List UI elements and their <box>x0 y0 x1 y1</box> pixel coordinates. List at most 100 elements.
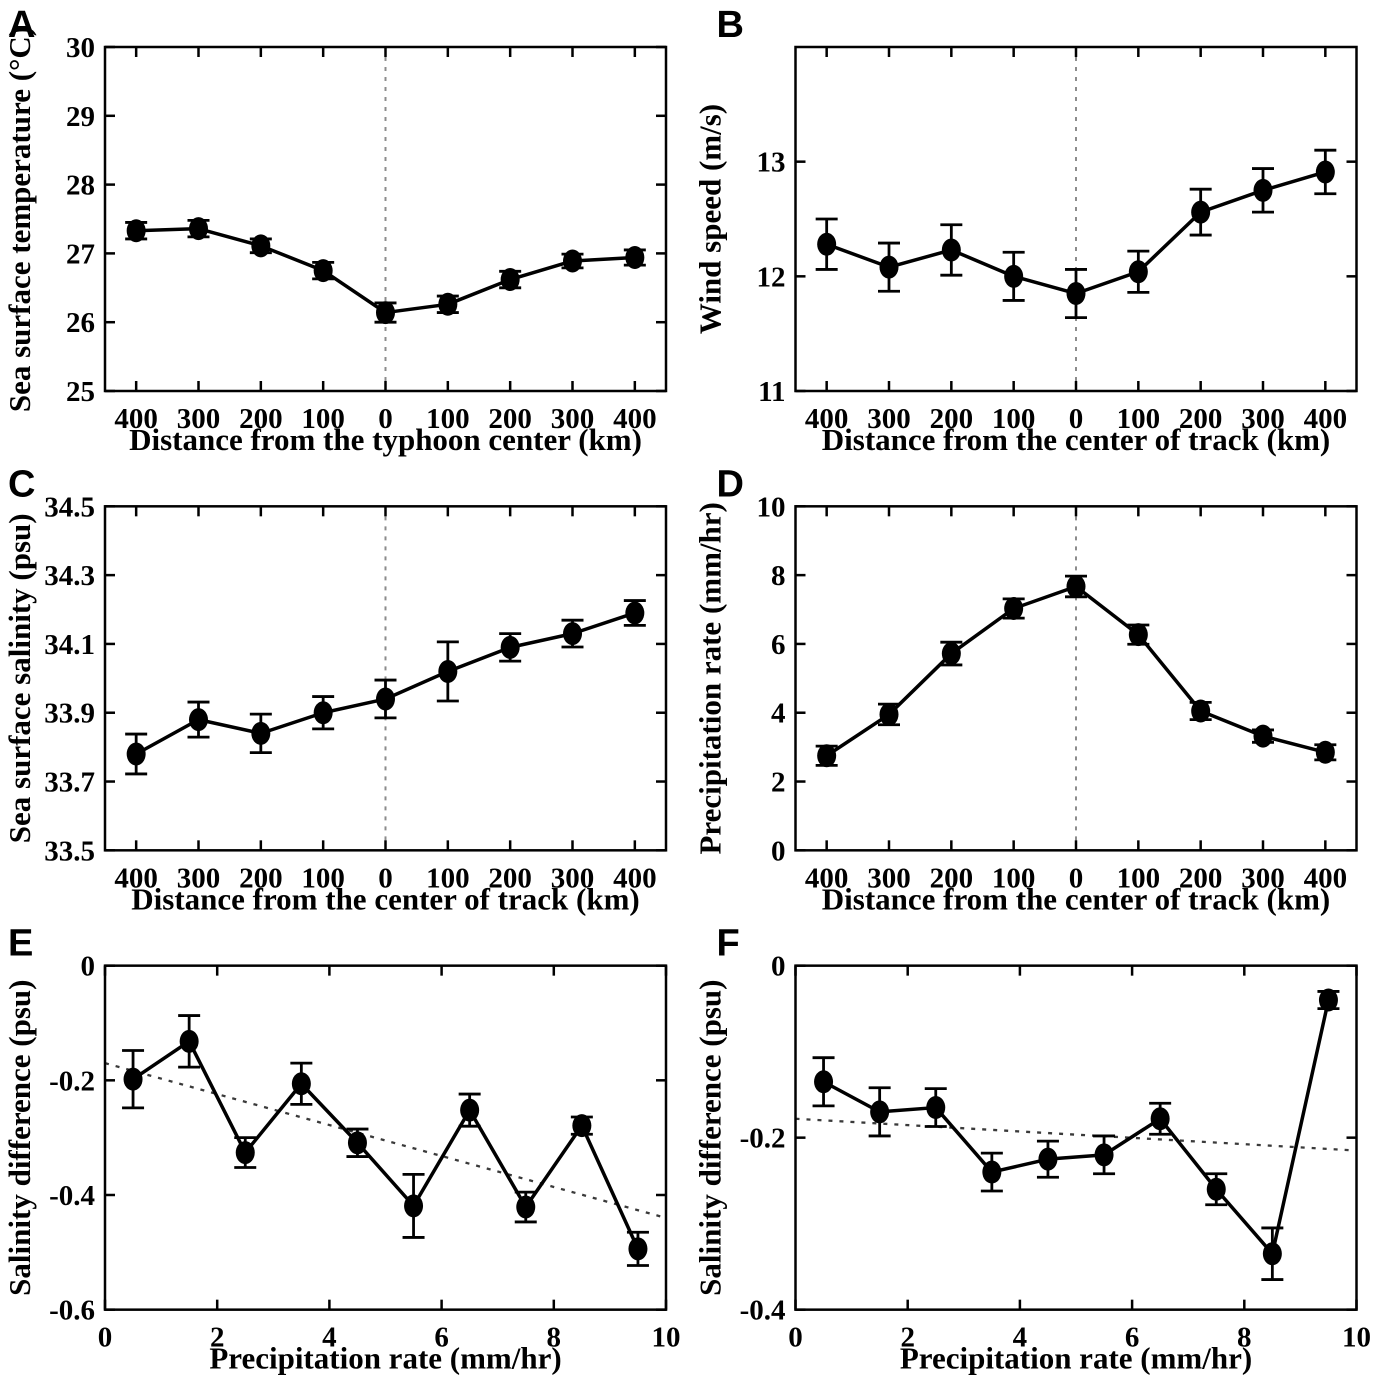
data-point <box>879 702 899 726</box>
data-point <box>1066 574 1086 598</box>
data-point <box>1191 200 1211 224</box>
data-point <box>235 1141 255 1165</box>
data-point <box>376 687 395 711</box>
data-point <box>628 1237 648 1261</box>
data-point <box>1315 740 1335 764</box>
x-tick-label: 300 <box>867 862 911 894</box>
x-tick-label: 10 <box>652 1322 681 1354</box>
data-point <box>376 301 395 325</box>
y-tick-label: 13 <box>757 147 786 179</box>
x-tick-label: 400 <box>613 403 657 435</box>
panel-B: 400 300 200 100 0 100 200 300 400 11 12 13 Distance … <box>693 4 1358 457</box>
x-tick-label: 200 <box>239 862 283 894</box>
y-tick-label: 33.7 <box>44 767 95 799</box>
x-tick-label: 100 <box>426 403 470 435</box>
panel-C: 400 300 200 100 0 100 200 300 400 33.5 33.7 33.9 34.… <box>2 463 668 916</box>
y-tick-label: 28 <box>66 170 95 202</box>
x-tick-label: 0 <box>378 403 393 435</box>
y-tick-label: 0 <box>771 835 786 867</box>
y-tick-label: 2 <box>771 767 786 799</box>
x-tick-label: 2 <box>900 1322 915 1354</box>
data-point <box>1191 699 1211 723</box>
data-point <box>1262 1242 1282 1266</box>
x-tick-label: 8 <box>547 1322 562 1354</box>
x-tick-label: 6 <box>1125 1322 1140 1354</box>
y-tick-label: 11 <box>758 376 785 408</box>
y-tick-label: -0.4 <box>49 1180 95 1212</box>
panel-letter-D: D <box>717 463 744 505</box>
data-point <box>1315 160 1335 184</box>
data-point <box>189 708 208 732</box>
x-tick-label: 200 <box>488 403 532 435</box>
panel-letter-B: B <box>717 4 744 46</box>
data-point <box>926 1096 946 1120</box>
x-tick-label: 200 <box>488 862 532 894</box>
trend-dashed-line <box>104 1062 667 1220</box>
x-tick-label: 200 <box>239 403 283 435</box>
x-tick-label: 400 <box>114 862 158 894</box>
x-tick-label: 200 <box>930 403 974 435</box>
y-tick-label: 27 <box>66 238 95 270</box>
y-tick-label: 6 <box>771 629 786 661</box>
x-tick-label: 400 <box>1304 403 1348 435</box>
x-tick-label: 10 <box>1342 1322 1371 1354</box>
x-tick-label: 4 <box>322 1322 337 1354</box>
x-tick-label: 8 <box>1237 1322 1252 1354</box>
data-point <box>563 249 582 273</box>
data-point <box>870 1100 890 1124</box>
data-point <box>563 622 582 646</box>
series-line <box>132 1039 640 1250</box>
data-point <box>879 255 899 279</box>
data-point <box>500 635 520 659</box>
y-axis-label: Salinity difference (psu) <box>2 980 37 1296</box>
y-tick-label: -0.6 <box>49 1295 95 1327</box>
y-axis-label: Sea surface temperature (°C) <box>2 26 37 412</box>
x-tick-label: 300 <box>1241 403 1285 435</box>
x-tick-label: 100 <box>1117 862 1161 894</box>
panel-letter-C: C <box>8 463 35 505</box>
y-tick-label: -0.2 <box>49 1065 95 1097</box>
data-point <box>1253 178 1273 202</box>
data-point <box>179 1029 199 1053</box>
data-point <box>817 744 837 768</box>
data-point <box>438 659 458 683</box>
data-point <box>1004 264 1024 288</box>
x-axis-label: Distance from the center of track (km) <box>131 881 639 916</box>
x-axis-label: Distance from the typhoon center (km) <box>129 422 642 457</box>
x-axis-label: Distance from the center of track (km) <box>822 881 1330 916</box>
y-tick-label: -0.2 <box>740 1123 786 1155</box>
panel-letter-A: A <box>8 4 35 46</box>
x-tick-label: 400 <box>805 862 849 894</box>
x-tick-label: 2 <box>210 1322 225 1354</box>
x-tick-label: 200 <box>1179 403 1223 435</box>
data-point <box>1206 1177 1226 1201</box>
data-point <box>1318 988 1338 1012</box>
panel-letter-E: E <box>8 923 33 965</box>
series-line <box>825 584 1326 758</box>
y-tick-label: -0.4 <box>740 1295 786 1327</box>
x-tick-label: 100 <box>992 862 1036 894</box>
data-point <box>251 721 271 745</box>
data-point <box>572 1114 592 1138</box>
y-axis-label: Salinity difference (psu) <box>693 980 728 1296</box>
x-tick-label: 100 <box>992 403 1036 435</box>
x-axis-label: Precipitation rate (mm/hr) <box>209 1341 561 1376</box>
data-point <box>123 1067 143 1091</box>
data-point <box>817 232 837 256</box>
panel-letter-F: F <box>717 923 740 965</box>
y-tick-label: 34.3 <box>44 560 95 592</box>
x-tick-label: 400 <box>114 403 158 435</box>
x-tick-label: 0 <box>1069 403 1084 435</box>
y-tick-label: 30 <box>66 32 95 64</box>
y-tick-label: 26 <box>66 307 95 339</box>
data-point <box>460 1098 480 1122</box>
x-tick-label: 200 <box>1179 862 1223 894</box>
y-axis-label: Precipitation rate (mm/hr) <box>693 502 728 854</box>
y-axis-label: Wind speed (m/s) <box>693 104 728 334</box>
data-point <box>516 1195 536 1219</box>
x-tick-label: 300 <box>551 403 595 435</box>
data-point <box>625 246 645 270</box>
y-axis-label: Sea surface salinity (psu) <box>2 513 37 843</box>
y-tick-label: 8 <box>771 560 786 592</box>
